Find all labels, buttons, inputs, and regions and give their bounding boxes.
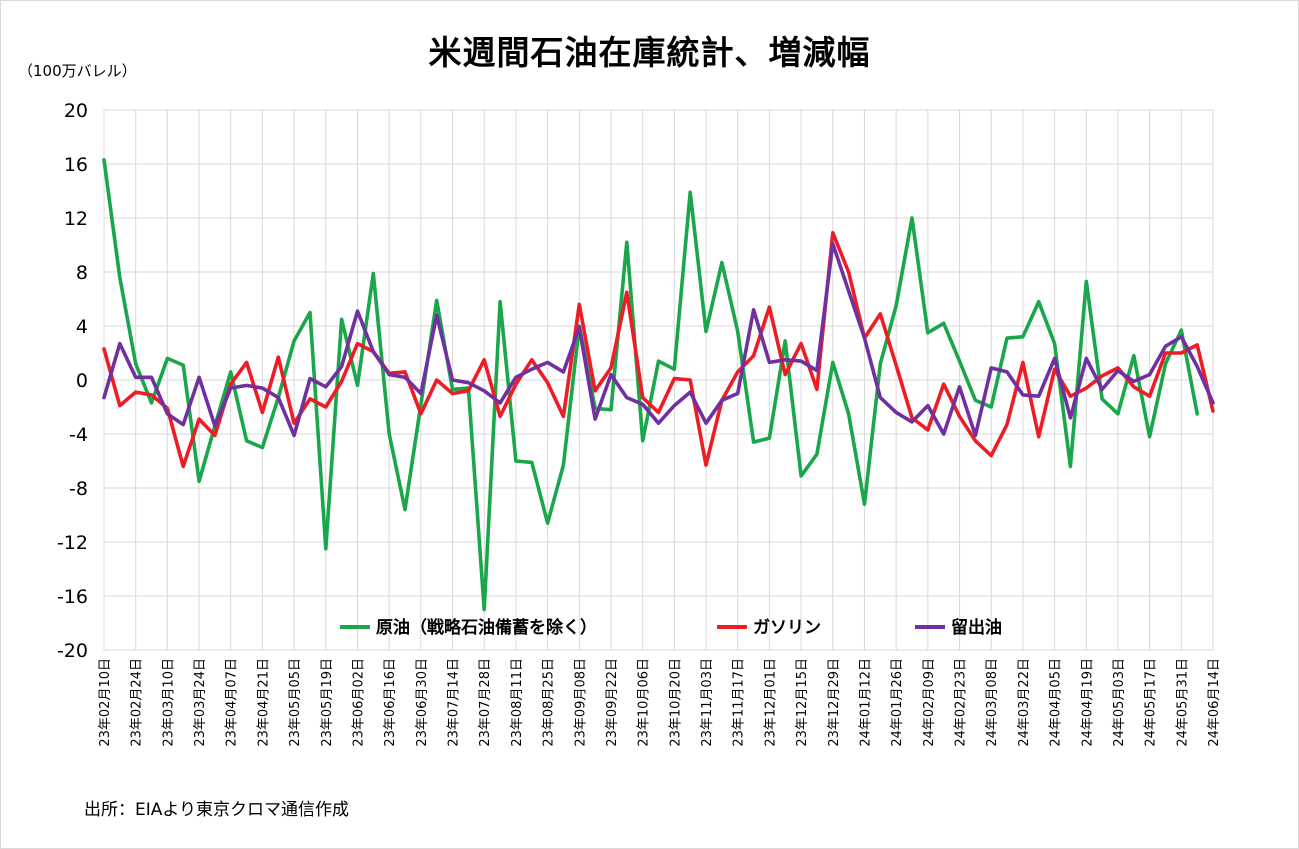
y-tick-label: -4 [69, 424, 88, 446]
x-tick-label: 24年05月03日 [1112, 658, 1127, 747]
x-tick-label: 23年09月08日 [573, 658, 588, 747]
y-axis-unit-label: （100万バレル） [18, 62, 137, 80]
x-tick-label: 24年05月31日 [1175, 658, 1190, 747]
y-tick-label: -12 [57, 532, 88, 554]
x-tick-label: 23年03月10日 [161, 658, 176, 747]
x-tick-label: 24年03月22日 [1017, 658, 1032, 747]
x-tick-label: 23年10月06日 [637, 658, 652, 747]
legend-label: ガソリン [753, 618, 821, 638]
x-tick-label: 24年04月19日 [1080, 658, 1095, 747]
x-tick-label: 23年09月22日 [605, 658, 620, 747]
x-tick-label: 23年11月03日 [700, 658, 715, 747]
y-tick-label: 4 [76, 316, 88, 338]
y-tick-label: 0 [76, 370, 88, 392]
chart-title: 米週間石油在庫統計、増減幅 [428, 33, 871, 72]
x-tick-label: 23年06月02日 [351, 658, 366, 747]
source-note: 出所：EIAより東京クロマ通信作成 [84, 800, 350, 820]
x-tick-label: 23年02月10日 [98, 658, 113, 747]
y-axis-ticks: 20 16 12 8 4 0 -4 -8 -12 -16 -20 [57, 100, 88, 662]
x-tick-label: 23年10月20日 [668, 658, 683, 747]
x-axis-ticks: 23年02月10日 23年02月24日 23年03月10日 23年03月24日 23年0… [98, 658, 1222, 747]
x-tick-label: 23年08月11日 [510, 658, 525, 747]
x-tick-label: 24年02月23日 [954, 658, 969, 747]
x-tick-label: 23年07月14日 [447, 658, 462, 747]
x-tick-label: 23年11月17日 [732, 658, 747, 747]
y-tick-label: -16 [57, 586, 88, 608]
x-tick-label: 23年04月21日 [256, 658, 271, 747]
series-line [102, 231, 1215, 469]
x-tick-label: 24年05月17日 [1144, 658, 1159, 747]
y-tick-label: 12 [64, 208, 88, 230]
x-tick-label: 23年06月16日 [383, 658, 398, 747]
series-line [102, 158, 1199, 612]
y-tick-label: 8 [76, 262, 88, 284]
x-tick-label: 24年06月14日 [1207, 658, 1222, 747]
x-tick-label: 23年12月29日 [827, 658, 842, 747]
legend: 原油（戦略石油備蓄を除く） ガソリン 留出油 [340, 617, 1002, 638]
legend-label: 原油（戦略石油備蓄を除く） [376, 617, 597, 638]
x-tick-label: 23年04月07日 [225, 658, 240, 747]
legend-label: 留出油 [951, 617, 1002, 638]
x-tick-label: 23年12月01日 [763, 658, 778, 747]
x-tick-label: 23年03月24日 [193, 658, 208, 747]
x-tick-label: 24年01月26日 [890, 658, 905, 747]
y-tick-label: -8 [69, 478, 88, 500]
x-tick-label: 24年01月12日 [858, 658, 873, 747]
y-tick-label: 16 [64, 154, 88, 176]
y-tick-label: 20 [64, 100, 88, 122]
x-tick-label: 24年03月08日 [985, 658, 1000, 747]
x-tick-label: 23年12月15日 [795, 658, 810, 747]
series-lines [102, 158, 1215, 612]
y-tick-label: -20 [57, 640, 88, 662]
x-tick-label: 24年02月09日 [922, 658, 937, 747]
x-tick-label: 23年06月30日 [415, 658, 430, 747]
x-tick-label: 23年05月05日 [288, 658, 303, 747]
x-tick-label: 23年08月25日 [542, 658, 557, 747]
x-tick-label: 24年04月05日 [1049, 658, 1064, 747]
x-tick-label: 23年07月28日 [478, 658, 493, 747]
x-tick-label: 23年05月19日 [320, 658, 335, 747]
series-line [102, 241, 1215, 438]
x-tick-label: 23年02月24日 [130, 658, 145, 747]
